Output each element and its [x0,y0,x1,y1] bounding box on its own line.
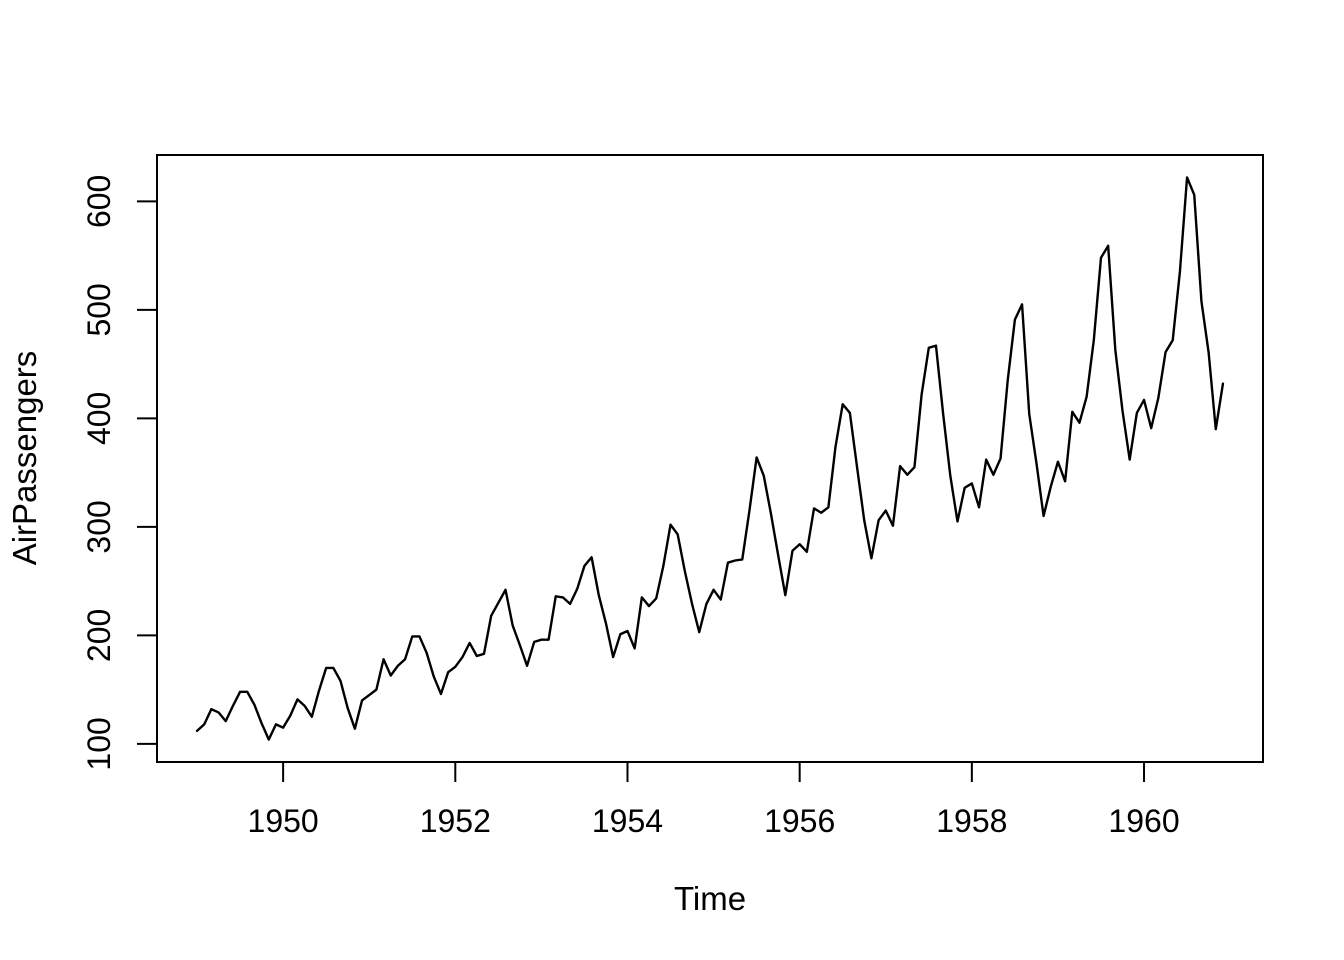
y-tick-label: 100 [81,717,117,770]
y-axis-title: AirPassengers [6,351,43,566]
x-axis-ticks: 1950 1952 1954 1956 1958 1960 [248,763,1180,839]
x-tick-label: 1952 [420,803,491,839]
x-tick-label: 1958 [936,803,1007,839]
y-tick-label: 400 [81,392,117,445]
airpassengers-line [195,176,1225,741]
x-tick-label: 1954 [592,803,663,839]
y-tick-label: 500 [81,283,117,336]
y-tick-label: 600 [81,175,117,228]
x-tick-label: 1956 [764,803,835,839]
y-axis-ticks: 100 200 300 400 500 600 [81,175,156,771]
plot-box [156,154,1264,763]
x-tick-label: 1960 [1108,803,1179,839]
x-tick-label: 1950 [248,803,319,839]
y-tick-label: 200 [81,609,117,662]
x-axis-title: Time [674,880,746,917]
y-tick-label: 300 [81,500,117,553]
